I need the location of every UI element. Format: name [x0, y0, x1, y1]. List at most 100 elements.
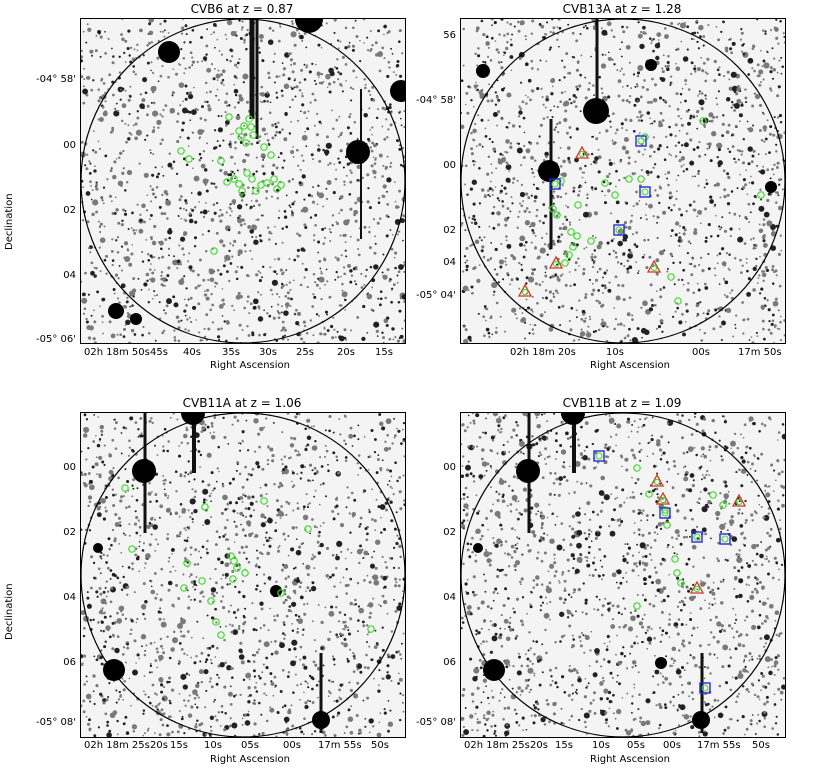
galaxy-circle-marker — [304, 525, 312, 533]
x-tick: 00s — [283, 740, 301, 751]
galaxy-circle-marker — [230, 557, 238, 565]
y-tick: -05° 04' — [416, 290, 456, 301]
galaxy-circle-marker — [260, 143, 268, 151]
bright-star — [765, 181, 777, 193]
x-axis-label: Right Ascension — [210, 754, 290, 765]
galaxy-circle-marker — [671, 555, 679, 563]
galaxy-circle-marker — [198, 577, 206, 585]
galaxy-circle-marker — [719, 501, 727, 509]
galaxy-circle-marker — [252, 187, 260, 195]
galaxy-circle-marker — [180, 584, 188, 592]
galaxy-circle-marker — [177, 147, 185, 155]
sky-svg — [81, 19, 405, 343]
galaxy-triangle-marker — [655, 491, 671, 505]
x-tick: 00s — [663, 740, 681, 751]
x-tick: 15s — [555, 740, 573, 751]
galaxy-triangle-marker — [574, 145, 590, 159]
x-tick: 15s — [170, 740, 188, 751]
galaxy-circle-marker — [674, 297, 682, 305]
y-tick: 02 — [443, 527, 456, 538]
galaxy-circle-marker — [230, 175, 238, 183]
bright-star — [130, 313, 142, 325]
bright-star — [655, 657, 667, 669]
galaxy-triangle-marker — [548, 255, 564, 269]
galaxy-circle-marker — [551, 180, 559, 188]
galaxy-circle-marker — [242, 139, 250, 147]
galaxy-circle-marker — [587, 237, 595, 245]
galaxy-circle-marker — [217, 157, 225, 165]
galaxy-circle-marker — [701, 684, 709, 692]
galaxy-triangle-marker — [731, 493, 747, 507]
galaxy-square-marker — [613, 224, 625, 236]
bright-star — [181, 413, 205, 425]
x-tick: 20s — [150, 740, 168, 751]
x-tick: 45s — [150, 347, 168, 358]
galaxy-circle-marker — [625, 175, 633, 183]
sky-svg — [461, 19, 785, 343]
x-tick: 00s — [692, 347, 710, 358]
bright-star — [473, 543, 483, 553]
x-tick: 25s — [296, 347, 314, 358]
galaxy-circle-marker — [521, 288, 529, 296]
galaxy-square-marker — [691, 531, 703, 543]
sky-image — [80, 18, 406, 344]
galaxy-square-marker — [593, 450, 605, 462]
y-tick: 56 — [443, 30, 456, 41]
galaxy-circle-marker — [557, 177, 565, 185]
y-tick: 00 — [63, 140, 76, 151]
x-tick: 02h 18m 25s — [464, 740, 530, 751]
galaxy-circle-marker — [240, 122, 248, 130]
galaxy-circle-marker — [569, 243, 577, 251]
galaxy-circle-marker — [243, 169, 251, 177]
x-tick: 10s — [204, 740, 222, 751]
y-tick: 04 — [443, 257, 456, 268]
galaxy-circle-marker — [260, 497, 268, 505]
diffraction-spike — [319, 653, 323, 733]
bright-star — [312, 711, 330, 729]
y-tick: 00 — [63, 462, 76, 473]
galaxy-circle-marker — [553, 211, 561, 219]
galaxy-circle-marker — [661, 506, 669, 514]
x-axis-label: Right Ascension — [210, 360, 290, 371]
y-tick: 04 — [443, 592, 456, 603]
y-tick: -05° 06' — [36, 334, 76, 345]
galaxy-circle-marker — [641, 133, 649, 141]
sky-svg — [461, 413, 785, 737]
galaxy-circle-marker — [633, 464, 641, 472]
bright-star — [108, 303, 124, 319]
galaxy-circle-marker — [693, 585, 701, 593]
galaxy-square-marker — [639, 186, 651, 198]
galaxy-circle-marker — [615, 226, 623, 234]
diffraction-spike — [549, 119, 553, 249]
galaxy-circle-marker — [578, 150, 586, 158]
x-tick: 02h 18m 25s — [84, 740, 150, 751]
bright-star — [516, 459, 540, 483]
galaxy-circle-marker — [641, 188, 649, 196]
y-tick: -05° 08' — [36, 717, 76, 728]
sky-image — [460, 18, 786, 344]
galaxy-square-marker — [659, 507, 671, 519]
galaxy-triangle-marker — [646, 259, 662, 273]
galaxy-triangle-marker — [517, 283, 533, 297]
x-axis-label: Right Ascension — [590, 360, 670, 371]
galaxy-circle-marker — [212, 618, 220, 626]
sky-svg — [81, 413, 405, 737]
x-tick: 35s — [222, 347, 240, 358]
galaxy-circle-marker — [277, 181, 285, 189]
galaxy-circle-marker — [367, 625, 375, 633]
x-tick: 02h 18m 50s — [84, 347, 150, 358]
diffraction-spike — [255, 19, 259, 139]
x-tick: 30s — [259, 347, 277, 358]
y-tick: 06 — [443, 657, 456, 668]
bright-star — [538, 160, 560, 182]
noise-field — [81, 413, 405, 737]
sky-background — [461, 19, 785, 343]
bright-star — [583, 98, 609, 124]
galaxy-circle-marker — [677, 579, 685, 587]
galaxy-circle-marker — [225, 113, 233, 121]
galaxy-circle-marker — [183, 559, 191, 567]
diffraction-spike — [572, 413, 576, 473]
galaxy-circle-marker — [637, 175, 645, 183]
panel-title: CVB11B at z = 1.09 — [562, 396, 682, 410]
galaxy-circle-marker — [659, 496, 667, 504]
